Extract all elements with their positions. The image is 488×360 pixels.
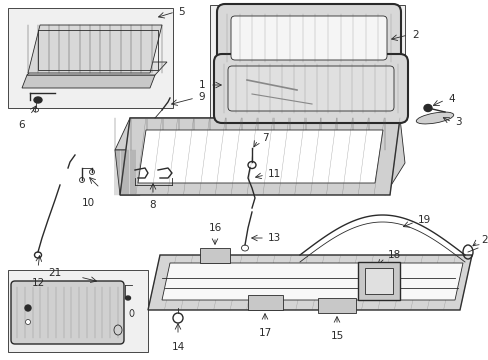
- Ellipse shape: [25, 320, 30, 324]
- Text: 15: 15: [330, 331, 343, 341]
- Text: 21: 21: [48, 268, 61, 278]
- Text: 6: 6: [19, 120, 25, 130]
- Polygon shape: [27, 62, 167, 75]
- Polygon shape: [379, 118, 404, 195]
- Ellipse shape: [25, 305, 31, 311]
- Text: 16: 16: [208, 223, 221, 233]
- Polygon shape: [148, 255, 471, 310]
- FancyBboxPatch shape: [11, 281, 124, 344]
- Bar: [357, 262, 399, 300]
- Text: 11: 11: [267, 169, 281, 179]
- Bar: [247, 295, 283, 310]
- FancyBboxPatch shape: [230, 16, 386, 60]
- FancyBboxPatch shape: [227, 66, 393, 111]
- Text: 5: 5: [178, 7, 184, 17]
- Ellipse shape: [114, 325, 122, 335]
- Bar: [364, 268, 392, 294]
- Ellipse shape: [415, 112, 453, 124]
- Text: 18: 18: [387, 250, 401, 260]
- Bar: [200, 248, 229, 263]
- Text: 9: 9: [198, 92, 204, 102]
- FancyBboxPatch shape: [217, 4, 400, 72]
- Text: 7: 7: [262, 133, 268, 143]
- Text: 1: 1: [198, 80, 204, 90]
- Text: 19: 19: [417, 215, 430, 225]
- Polygon shape: [28, 25, 162, 73]
- Text: 8: 8: [149, 200, 156, 210]
- Text: 4: 4: [447, 94, 454, 104]
- Text: 2: 2: [411, 30, 418, 40]
- Bar: [8, 8, 173, 108]
- Text: 10: 10: [81, 198, 94, 208]
- Polygon shape: [138, 130, 382, 183]
- Text: 20: 20: [480, 235, 488, 245]
- Ellipse shape: [34, 97, 42, 103]
- Text: 13: 13: [267, 233, 281, 243]
- Polygon shape: [115, 150, 140, 195]
- Polygon shape: [115, 118, 399, 150]
- Text: 12: 12: [31, 278, 44, 288]
- Bar: [317, 298, 355, 313]
- Polygon shape: [120, 118, 399, 195]
- FancyBboxPatch shape: [214, 54, 407, 123]
- Bar: [8, 270, 148, 352]
- Ellipse shape: [125, 296, 130, 300]
- Bar: [209, 5, 404, 120]
- Ellipse shape: [423, 104, 431, 112]
- Polygon shape: [22, 75, 155, 88]
- Text: 3: 3: [454, 117, 461, 127]
- Text: 17: 17: [258, 328, 271, 338]
- Text: 14: 14: [171, 342, 184, 352]
- Polygon shape: [162, 263, 462, 300]
